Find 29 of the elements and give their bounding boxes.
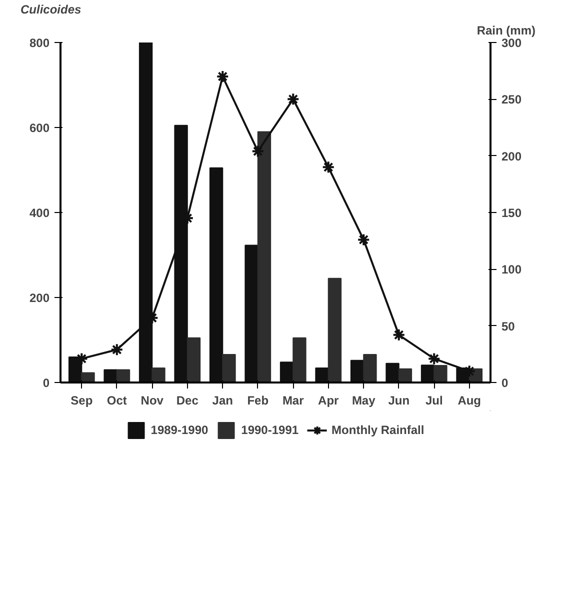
y2-tick-label: 100 (502, 262, 522, 277)
legend-label: 1989-1990 (150, 423, 208, 437)
y2-tick-label: 200 (502, 149, 522, 164)
x-tick-label: Apr (318, 394, 340, 408)
y-tick-label: 400 (29, 206, 50, 220)
y2-tick-label: 50 (502, 319, 516, 334)
x-tick-label: Jul (425, 394, 443, 408)
y-tick-label: 200 (29, 291, 50, 305)
x-tick-label: Sep (70, 394, 93, 408)
x-tick-label: Dec (176, 394, 199, 408)
y-tick-label: 600 (29, 121, 50, 135)
y-tick-label: 800 (29, 36, 50, 50)
y-axis-title: Culicoides (20, 2, 82, 16)
legend-label: Monthly Rainfall (332, 423, 424, 437)
x-tick-label: Jan (212, 394, 233, 408)
x-tick-label: Jun (388, 394, 410, 408)
legend-label: 1990-1991 (241, 423, 299, 437)
x-tick-label: Aug (458, 394, 482, 408)
x-tick-label: Feb (247, 394, 269, 408)
y2-tick-label: 0 (502, 376, 508, 390)
x-tick-label: Mar (282, 394, 304, 408)
x-tick-label: Nov (140, 394, 164, 408)
y2-tick-label: 250 (502, 92, 522, 107)
x-tick-label: Oct (106, 394, 127, 408)
y2-tick-label: 300 (502, 36, 522, 50)
x-tick-label: May (352, 394, 376, 408)
y-tick-label: 0 (42, 376, 50, 390)
y2-axis-title: Rain (mm) (476, 24, 536, 38)
y2-tick-label: 150 (502, 206, 522, 220)
